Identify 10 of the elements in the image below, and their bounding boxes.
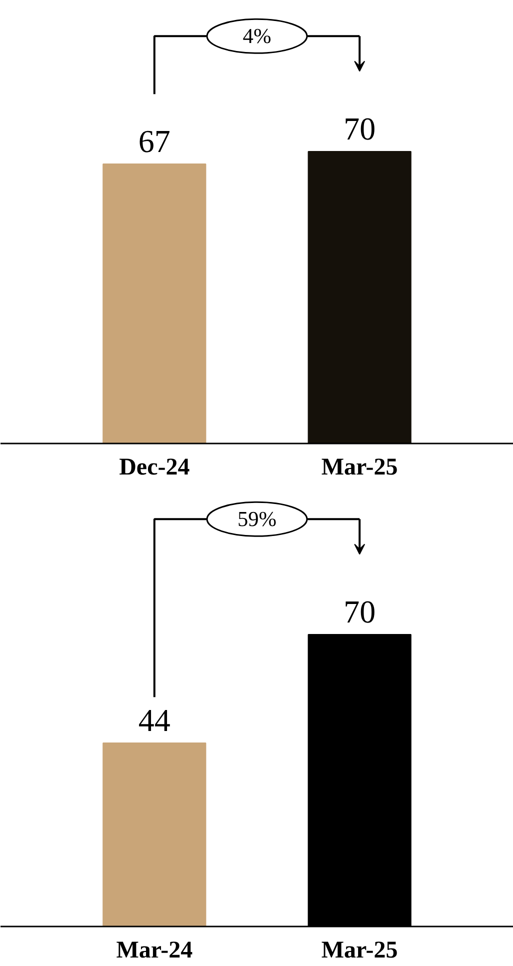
text: 59% [237,507,277,532]
data-label: 70 [344,110,376,146]
data-label: 67 [138,123,170,160]
data-label: 44 [138,702,170,738]
x-tick-label: Mar-24 [116,938,193,964]
text: 4% [242,24,272,48]
x-tick-label: Mar-25 [321,938,398,964]
data-label: 70 [344,594,376,630]
x-tick-label: Dec-24 [119,454,190,480]
x-tick-label: Mar-25 [321,454,398,480]
